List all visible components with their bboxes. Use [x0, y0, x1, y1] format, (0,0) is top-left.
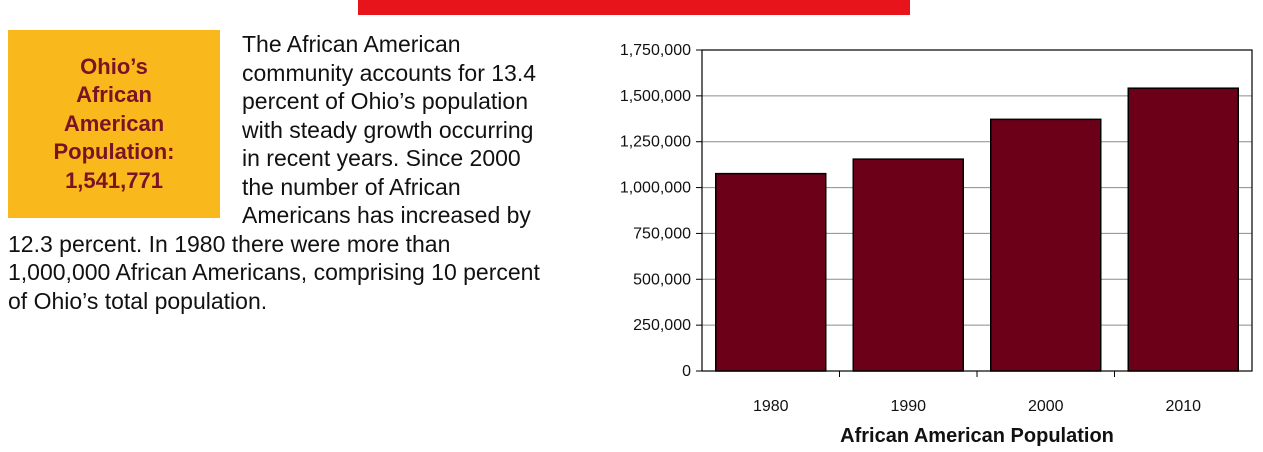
y-tick-label: 1,500,000	[620, 88, 691, 105]
population-bar-chart: 0 250,000 500,000 750,000 1,000,000 1,250,000…	[620, 42, 1253, 447]
y-tick-label: 0	[682, 363, 691, 380]
y-tick-label: 250,000	[633, 317, 691, 334]
callout-line: African	[76, 82, 152, 108]
x-tick-label: 2010	[1165, 398, 1201, 415]
callout-line: Ohio’s	[80, 53, 148, 79]
article-text: The African American community accounts …	[8, 31, 540, 314]
y-tick-label: 500,000	[633, 271, 691, 288]
callout-line: American	[63, 110, 165, 136]
bar	[1127, 87, 1239, 372]
bar	[715, 172, 827, 372]
x-tick-label: 2000	[1028, 398, 1064, 415]
bar	[852, 158, 964, 372]
bar	[990, 118, 1102, 372]
callout-line: Population:	[53, 139, 175, 165]
top-accent-bar	[358, 0, 910, 15]
y-tick-label: 1,750,000	[620, 42, 691, 59]
y-tick-label: 750,000	[633, 225, 691, 242]
y-tick-label: 1,000,000	[620, 180, 691, 197]
x-tick-label: 1990	[890, 398, 926, 415]
callout-population-value: 1,541,771	[65, 167, 163, 193]
y-tick-label: 1,250,000	[620, 134, 691, 151]
x-axis-title: African American Population	[840, 425, 1114, 447]
population-callout: Ohio’s African American Population: 1,54…	[8, 30, 220, 218]
x-tick-label: 1980	[753, 398, 789, 415]
article-block: Ohio’s African American Population: 1,54…	[8, 30, 556, 315]
plot-area-border	[701, 49, 1253, 372]
